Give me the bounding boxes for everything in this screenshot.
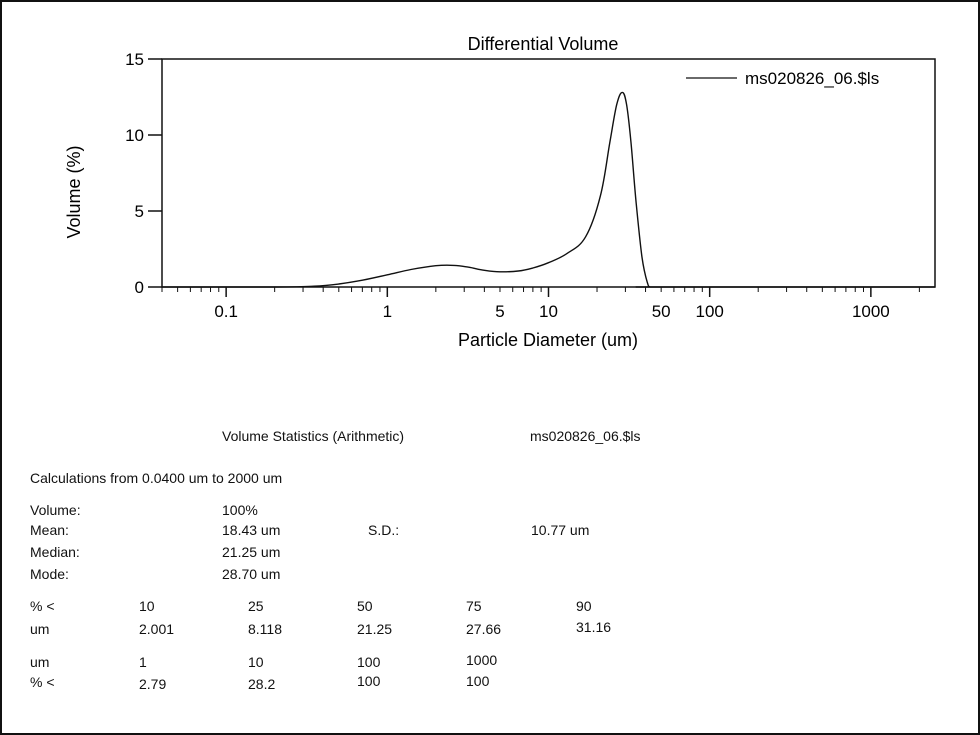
median-value: 21.25 um: [222, 544, 281, 560]
size-row-label: um: [30, 621, 50, 637]
volume-value: 100%: [222, 502, 258, 518]
size2-value: 1000: [466, 652, 498, 668]
size-value: 2.001: [139, 621, 175, 637]
sd-value: 10.77 um: [531, 522, 590, 538]
mean-label: Mean:: [30, 522, 69, 538]
y-tick-label: 0: [135, 278, 144, 297]
percent2-value: 100: [466, 673, 490, 689]
percent2-value: 2.79: [139, 676, 167, 692]
chart-title: Differential Volume: [468, 34, 619, 54]
stats-header-title: Volume Statistics (Arithmetic): [222, 428, 405, 444]
size-value: 8.118: [248, 621, 282, 637]
size2-value: 100: [357, 654, 381, 670]
y-tick-label: 15: [125, 50, 144, 69]
x-axis-ticks: 0.1 1 5 10 50 100 1000: [161, 287, 920, 321]
percentile-value: 10: [139, 598, 155, 614]
size2-row-label: um: [30, 654, 50, 670]
x-tick-label: 0.1: [214, 302, 238, 321]
percentile-value: 50: [357, 598, 373, 614]
median-label: Median:: [30, 544, 80, 560]
size2-value: 1: [139, 654, 147, 670]
stats-header-file: ms020826_06.$ls: [530, 428, 641, 444]
mean-value: 18.43 um: [222, 522, 281, 538]
legend-entry: ms020826_06.$ls: [745, 69, 879, 88]
size2-value: 10: [248, 654, 264, 670]
size-value: 31.16: [576, 619, 612, 635]
percentile-row-label: % <: [30, 598, 55, 614]
percent2-row-label: % <: [30, 674, 55, 690]
percentile-value: 25: [248, 598, 264, 614]
sd-label: S.D.:: [368, 522, 400, 538]
percent2-value: 100: [357, 673, 381, 689]
x-axis-label: Particle Diameter (um): [458, 330, 638, 350]
x-tick-label: 100: [695, 302, 723, 321]
y-tick-label: 10: [125, 126, 144, 145]
mode-label: Mode:: [30, 566, 69, 582]
y-axis-ticks: 0 5 10 15: [125, 50, 162, 297]
percentile-value: 90: [576, 598, 592, 614]
percentile-value: 75: [466, 598, 482, 614]
percent2-value: 28.2: [248, 676, 276, 692]
size-value: 21.25: [357, 621, 393, 637]
x-tick-label: 1000: [852, 302, 890, 321]
y-tick-label: 5: [135, 202, 144, 221]
size-value: 27.66: [466, 621, 502, 637]
mode-value: 28.70 um: [222, 566, 281, 582]
series-line: [162, 91, 935, 288]
calc-range: Calculations from 0.0400 um to 2000 um: [30, 470, 283, 486]
volume-label: Volume:: [30, 502, 81, 518]
y-axis-label: Volume (%): [64, 145, 84, 238]
x-tick-label: 1: [383, 302, 392, 321]
x-tick-label: 50: [652, 302, 671, 321]
x-tick-label: 5: [495, 302, 504, 321]
x-tick-label: 10: [539, 302, 558, 321]
